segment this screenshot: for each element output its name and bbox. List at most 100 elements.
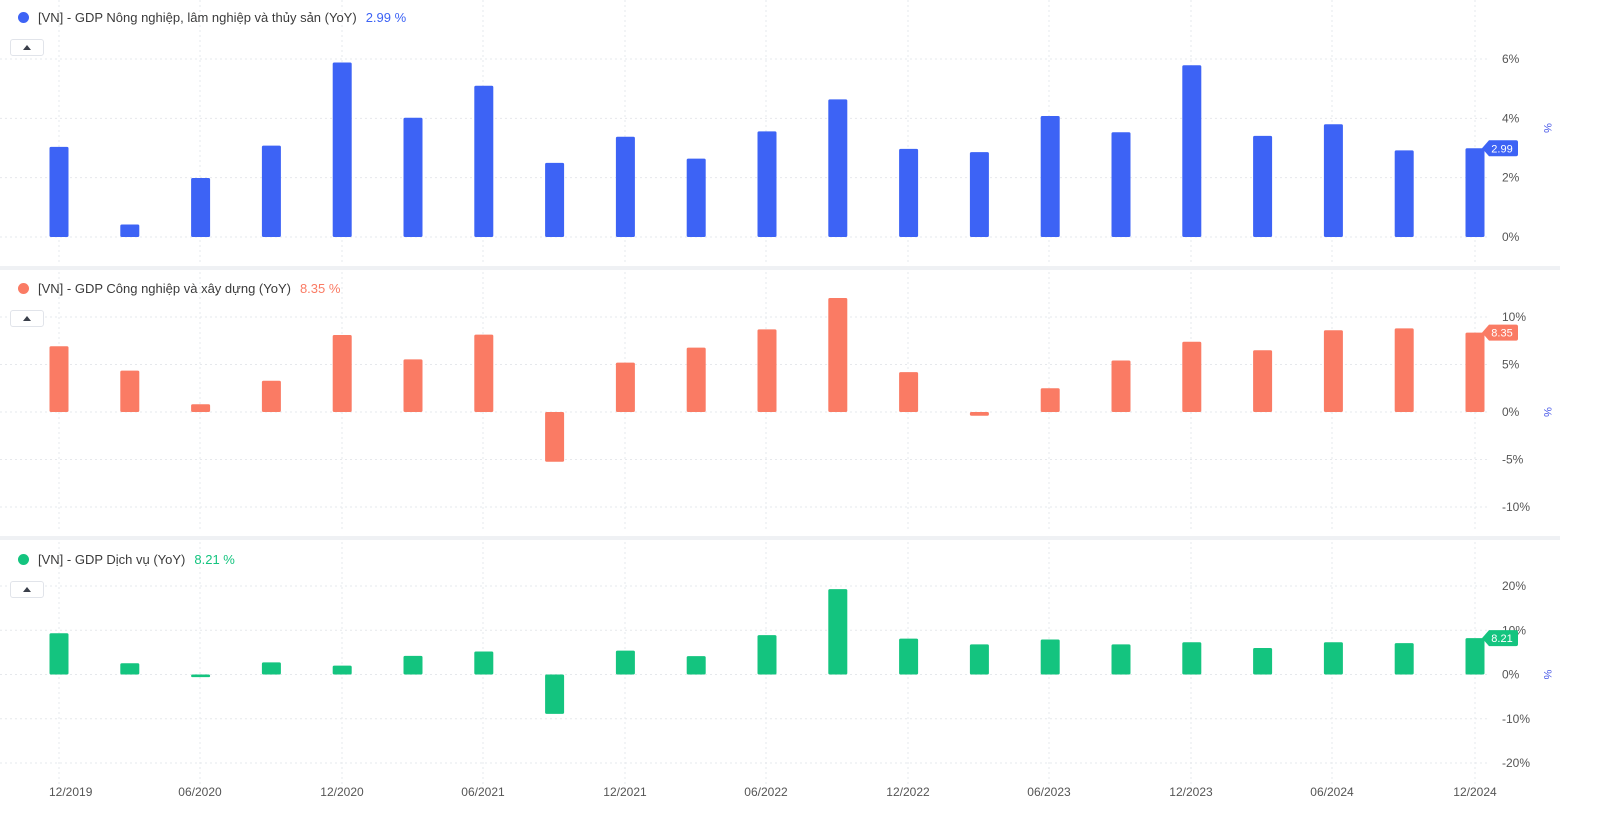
bar bbox=[615, 362, 635, 412]
bar bbox=[686, 347, 706, 412]
last-value-tag-label: 8.35 bbox=[1491, 328, 1512, 340]
bar bbox=[828, 589, 848, 675]
last-value-tag bbox=[1482, 140, 1518, 157]
bar bbox=[1182, 642, 1202, 675]
last-value-tag-label: 8.21 bbox=[1491, 633, 1512, 645]
chart-panel-1: 10% 5% 0% -5% -10%% 8.35 bbox=[0, 272, 1553, 532]
bar bbox=[899, 638, 919, 675]
bar bbox=[615, 650, 635, 675]
bar bbox=[120, 224, 140, 237]
legend-industry[interactable]: [VN] - GDP Công nghiệp và xây dựng (YoY)… bbox=[18, 281, 340, 296]
bar bbox=[1182, 341, 1202, 412]
bar bbox=[49, 146, 69, 237]
chevron-up-icon bbox=[23, 316, 31, 321]
bar bbox=[1323, 642, 1343, 675]
bar bbox=[1465, 332, 1485, 412]
y-tick-label: 0% bbox=[1502, 405, 1520, 419]
bar bbox=[474, 85, 494, 237]
y-tick-label: 0% bbox=[1502, 230, 1520, 244]
bar bbox=[332, 665, 352, 675]
x-tick-label: 12/2019 bbox=[49, 785, 93, 799]
bar bbox=[1394, 643, 1414, 675]
chevron-up-icon bbox=[23, 587, 31, 592]
collapse-button-services[interactable] bbox=[10, 581, 44, 598]
collapse-button-industry[interactable] bbox=[10, 310, 44, 327]
bar bbox=[828, 99, 848, 237]
bar bbox=[49, 633, 69, 675]
bar bbox=[1182, 65, 1202, 237]
last-value-tag bbox=[1482, 630, 1518, 647]
bar bbox=[899, 372, 919, 412]
bar bbox=[1253, 135, 1273, 237]
bar bbox=[1465, 638, 1485, 675]
bar bbox=[261, 145, 281, 237]
legend-value: 8.35 % bbox=[299, 281, 341, 296]
bar bbox=[1040, 388, 1060, 412]
panel-separator[interactable] bbox=[0, 266, 1560, 270]
bar bbox=[828, 298, 848, 412]
y-tick-label: 0% bbox=[1502, 668, 1520, 682]
legend-label: [VN] - GDP Công nghiệp và xây dựng (YoY) bbox=[38, 281, 291, 296]
bar bbox=[757, 329, 777, 412]
bar bbox=[1394, 328, 1414, 412]
panel-separator[interactable] bbox=[0, 536, 1560, 540]
x-tick-label: 12/2024 bbox=[1453, 785, 1497, 799]
bar bbox=[1111, 360, 1131, 412]
bar bbox=[403, 359, 423, 412]
legend-dot bbox=[18, 554, 29, 565]
y-tick-label: -20% bbox=[1502, 756, 1530, 770]
y-tick-label: 4% bbox=[1502, 111, 1520, 125]
bar bbox=[1323, 124, 1343, 237]
bar bbox=[1253, 350, 1273, 412]
x-tick-label: 06/2021 bbox=[461, 785, 505, 799]
x-tick-label: 06/2024 bbox=[1310, 785, 1354, 799]
x-tick-label: 06/2020 bbox=[178, 785, 222, 799]
bar bbox=[332, 62, 352, 238]
chart-panel-0: 0% 2% 4% 6%% 2.99 bbox=[0, 0, 1553, 262]
bar bbox=[191, 674, 211, 678]
bar bbox=[191, 404, 211, 412]
legend-agriculture[interactable]: [VN] - GDP Nông nghiệp, lâm nghiệp và th… bbox=[18, 10, 406, 25]
bar bbox=[545, 674, 565, 714]
bar bbox=[474, 651, 494, 675]
y-axis-unit: % bbox=[1541, 123, 1553, 133]
x-tick-label: 12/2022 bbox=[886, 785, 930, 799]
bar bbox=[474, 334, 494, 412]
y-tick-label: -5% bbox=[1502, 453, 1524, 467]
x-tick-label: 06/2022 bbox=[744, 785, 788, 799]
y-tick-label: -10% bbox=[1502, 712, 1530, 726]
bar bbox=[120, 370, 140, 412]
bar bbox=[1040, 115, 1060, 237]
y-tick-label: 5% bbox=[1502, 358, 1520, 372]
bar bbox=[261, 380, 281, 412]
y-tick-label: 6% bbox=[1502, 52, 1520, 66]
bar bbox=[545, 412, 565, 462]
legend-services[interactable]: [VN] - GDP Dịch vụ (YoY) 8.21 % bbox=[18, 552, 235, 567]
x-tick-label: 12/2023 bbox=[1169, 785, 1213, 799]
bar bbox=[686, 158, 706, 237]
bar bbox=[1323, 330, 1343, 412]
bar bbox=[686, 656, 706, 675]
legend-value: 2.99 % bbox=[365, 10, 407, 25]
legend-label: [VN] - GDP Dịch vụ (YoY) bbox=[38, 552, 186, 567]
bar bbox=[1253, 647, 1273, 675]
bar bbox=[1040, 639, 1060, 675]
y-axis-unit: % bbox=[1541, 407, 1553, 417]
bar bbox=[757, 131, 777, 237]
bar bbox=[1111, 644, 1131, 675]
x-axis: 12/2019 06/2020 12/2020 06/2021 12/2021 06/20… bbox=[49, 785, 1497, 799]
bar bbox=[191, 177, 211, 237]
collapse-button-agriculture[interactable] bbox=[10, 39, 44, 56]
bar bbox=[120, 663, 140, 675]
chart-panel-2: 20%10%0%-10%-20%%8.21 bbox=[0, 542, 1553, 790]
bar bbox=[545, 162, 565, 237]
bar bbox=[757, 635, 777, 675]
x-tick-label: 12/2020 bbox=[320, 785, 364, 799]
bar bbox=[615, 136, 635, 237]
bar bbox=[332, 335, 352, 412]
y-axis-unit: % bbox=[1541, 670, 1553, 680]
y-tick-label: -10% bbox=[1502, 500, 1530, 514]
bar bbox=[49, 346, 69, 412]
bar bbox=[403, 117, 423, 237]
bar bbox=[1465, 148, 1485, 237]
